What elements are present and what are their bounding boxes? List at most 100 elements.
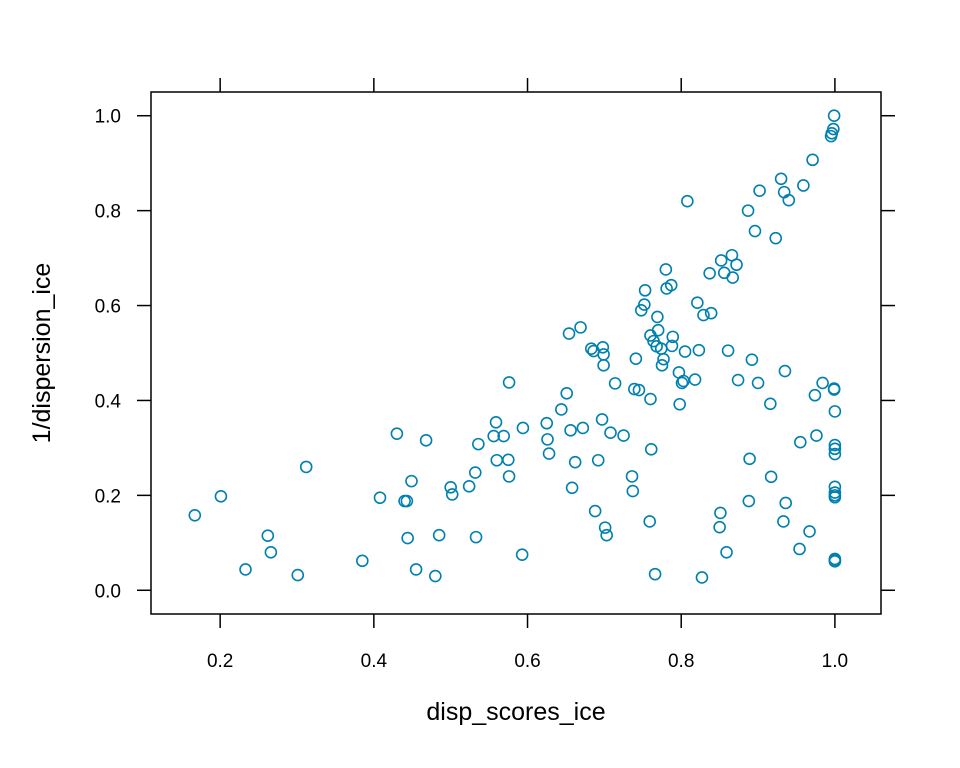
data-point bbox=[516, 421, 530, 435]
data-point bbox=[188, 508, 202, 522]
data-point bbox=[468, 466, 482, 479]
data-point bbox=[703, 266, 716, 280]
data-point bbox=[764, 470, 778, 484]
data-point bbox=[596, 341, 610, 354]
data-point bbox=[828, 438, 842, 452]
data-point bbox=[803, 525, 816, 538]
data-point bbox=[595, 413, 609, 426]
y-axis-label: 1/dispersion_ice bbox=[28, 263, 56, 444]
data-point bbox=[697, 308, 710, 322]
data-point bbox=[666, 330, 680, 344]
data-point bbox=[628, 382, 641, 396]
data-point bbox=[741, 204, 755, 217]
data-point bbox=[726, 271, 739, 284]
data-point bbox=[299, 460, 313, 474]
data-point bbox=[444, 480, 457, 494]
data-point bbox=[502, 470, 516, 483]
data-point bbox=[793, 542, 806, 556]
data-point bbox=[717, 266, 731, 280]
data-point bbox=[487, 429, 501, 443]
data-point bbox=[692, 343, 706, 357]
y-tick-label: 0.4 bbox=[95, 391, 122, 412]
data-point bbox=[695, 571, 709, 584]
data-point bbox=[673, 397, 686, 411]
data-point bbox=[827, 383, 841, 396]
data-point bbox=[560, 387, 574, 400]
x-tick-label: 0.6 bbox=[514, 651, 540, 672]
data-point bbox=[291, 568, 305, 582]
data-point bbox=[704, 306, 718, 320]
data-point bbox=[541, 433, 554, 446]
data-point bbox=[764, 397, 777, 411]
axis-tick-labels: 0.2 0.4 0.6 0.8 1.0 0.0 0.2 0.4 0.6 0.8 1.0 bbox=[95, 107, 849, 672]
data-points bbox=[188, 109, 842, 584]
data-point bbox=[472, 437, 485, 451]
data-point bbox=[565, 481, 579, 495]
data-point bbox=[797, 179, 810, 192]
y-tick-label: 1.0 bbox=[95, 107, 121, 128]
y-tick-label: 0.0 bbox=[95, 581, 121, 602]
data-point bbox=[720, 546, 733, 559]
data-point bbox=[497, 429, 511, 443]
data-point bbox=[356, 554, 369, 568]
data-point bbox=[409, 563, 423, 576]
data-point bbox=[664, 278, 678, 292]
data-point bbox=[691, 296, 704, 309]
data-point bbox=[651, 323, 665, 337]
data-point bbox=[489, 415, 503, 429]
data-point bbox=[828, 555, 842, 568]
data-point bbox=[462, 480, 476, 493]
data-point bbox=[588, 504, 602, 518]
data-point bbox=[562, 327, 576, 340]
data-point bbox=[373, 491, 387, 505]
data-point bbox=[626, 484, 640, 498]
data-point bbox=[644, 443, 658, 456]
data-point bbox=[574, 321, 587, 334]
data-point bbox=[617, 429, 630, 442]
data-point bbox=[659, 263, 673, 276]
data-point bbox=[555, 403, 568, 416]
x-tick-label: 0.8 bbox=[668, 651, 694, 672]
data-point bbox=[445, 488, 459, 501]
data-point bbox=[655, 359, 669, 372]
data-point bbox=[429, 569, 442, 583]
data-point bbox=[597, 348, 610, 361]
data-point bbox=[264, 546, 278, 559]
data-point bbox=[490, 453, 504, 467]
data-point bbox=[745, 353, 759, 366]
x-tick-label: 0.4 bbox=[361, 651, 388, 672]
data-point bbox=[591, 453, 605, 467]
x-tick-label: 1.0 bbox=[822, 651, 848, 672]
data-point bbox=[629, 352, 643, 365]
data-point bbox=[675, 376, 689, 390]
data-point bbox=[713, 520, 726, 534]
data-point bbox=[390, 427, 404, 440]
data-point bbox=[828, 490, 842, 504]
data-point bbox=[657, 352, 670, 366]
data-point bbox=[625, 470, 639, 483]
data-point bbox=[678, 345, 692, 358]
data-point bbox=[808, 388, 822, 402]
data-point bbox=[632, 383, 646, 397]
data-point bbox=[828, 442, 842, 456]
data-point bbox=[714, 254, 728, 267]
axis-ticks bbox=[137, 78, 895, 628]
data-point bbox=[779, 496, 793, 510]
data-point bbox=[743, 452, 756, 466]
data-point bbox=[564, 424, 577, 437]
data-point bbox=[721, 344, 735, 357]
data-point bbox=[515, 548, 529, 561]
data-point bbox=[239, 563, 252, 576]
y-tick-label: 0.2 bbox=[95, 486, 121, 507]
y-tick-label: 0.8 bbox=[95, 202, 121, 223]
y-tick-label: 0.6 bbox=[95, 297, 121, 318]
data-point bbox=[777, 515, 790, 528]
data-point bbox=[751, 376, 765, 390]
data-point bbox=[598, 521, 612, 534]
data-point bbox=[827, 122, 840, 136]
data-point bbox=[568, 455, 582, 469]
data-point bbox=[806, 153, 819, 167]
data-point bbox=[753, 184, 766, 198]
x-tick-label: 0.2 bbox=[207, 651, 233, 672]
data-point bbox=[810, 429, 823, 442]
